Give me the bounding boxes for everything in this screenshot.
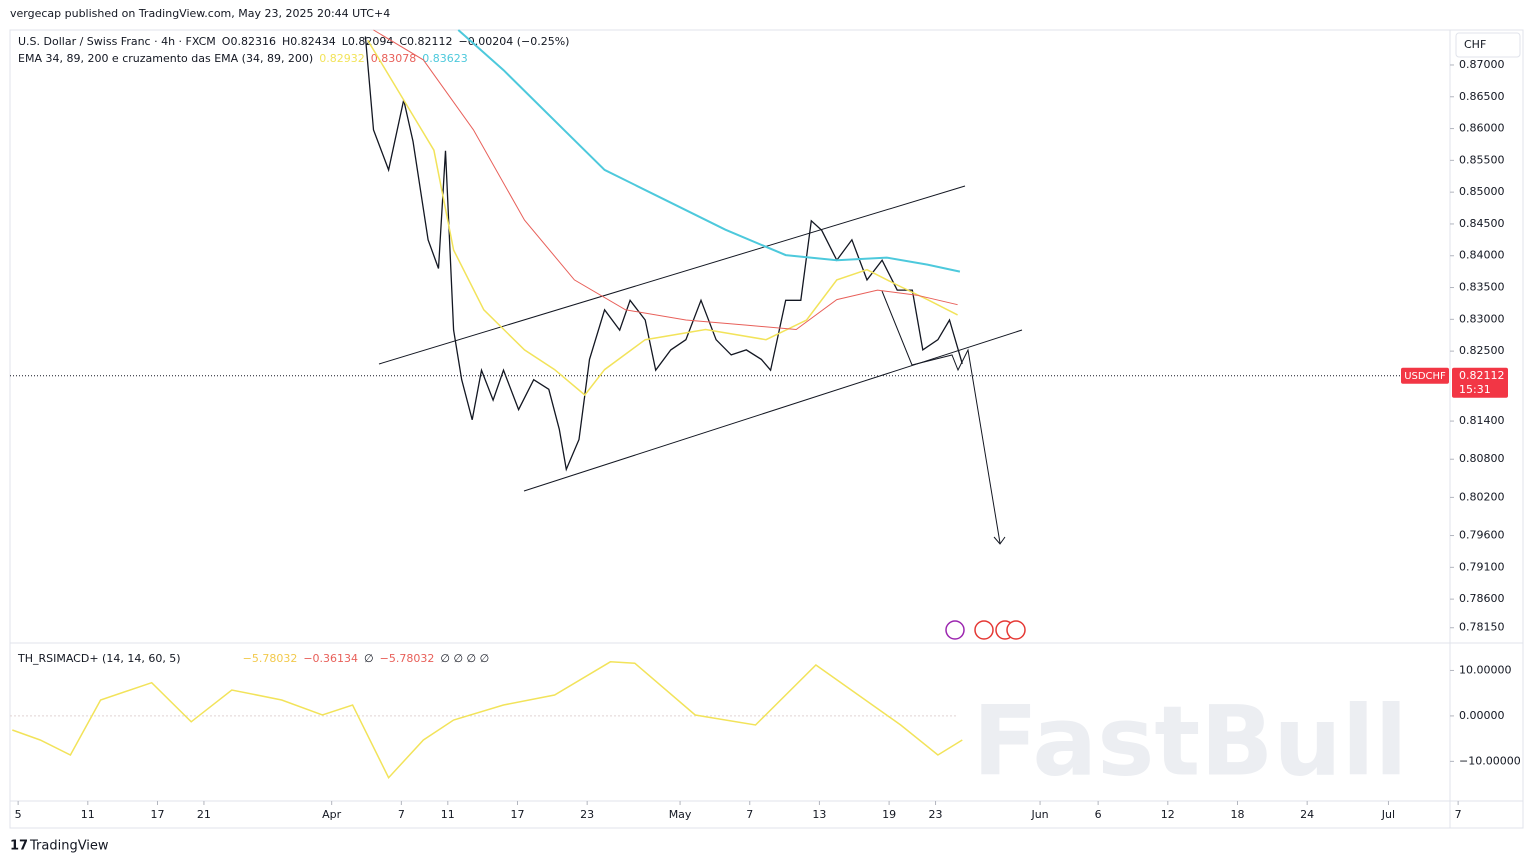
x-tick-label: 21 xyxy=(197,808,211,821)
y-tick-label: 0.79100 xyxy=(1459,560,1505,573)
event-icon[interactable] xyxy=(945,620,965,640)
ema-title: EMA 34, 89, 200 e cruzamento das EMA (34… xyxy=(18,52,313,65)
indicator-name: TH_RSIMACD+ (14, 14, 60, 5) xyxy=(17,652,181,665)
x-tick-label: 24 xyxy=(1300,808,1314,821)
y-tick-label: 0.83000 xyxy=(1459,312,1505,325)
channel-top xyxy=(378,185,966,365)
y-tick-label: 0.78600 xyxy=(1459,592,1505,605)
open: O0.82316 xyxy=(222,35,276,48)
y-tick-label: 0.80200 xyxy=(1459,490,1505,503)
currency-button[interactable] xyxy=(1455,32,1521,58)
x-tick-label: 18 xyxy=(1230,808,1244,821)
y-tick-label: 0.79600 xyxy=(1459,529,1505,542)
ema-value: 0.82932 xyxy=(319,52,365,65)
ema-value: 0.83623 xyxy=(422,52,468,65)
symbol-tag-label: USDCHF xyxy=(1404,371,1446,382)
x-tick-label: May xyxy=(669,808,692,821)
currency[interactable]: CHF xyxy=(1464,38,1486,51)
channel-bottom xyxy=(523,329,1023,492)
price-tag xyxy=(1452,367,1508,398)
y-tick-label: 0.84500 xyxy=(1459,217,1505,230)
footer-logo: 17 xyxy=(10,839,28,854)
countdown-label: 15:31 xyxy=(1459,383,1491,396)
series-line xyxy=(373,29,958,331)
chart-frame xyxy=(9,29,1524,829)
y-tick-label: 0.78150 xyxy=(1459,621,1505,634)
y-tick-label: 0.85000 xyxy=(1459,185,1505,198)
event-icon[interactable] xyxy=(974,620,994,640)
x-tick-label: Apr xyxy=(322,808,342,821)
y-tick-label: 0.84000 xyxy=(1459,249,1505,262)
y-tick-label: 0.83500 xyxy=(1459,281,1505,294)
price-tag-label: 0.82112 xyxy=(1459,369,1505,382)
indicator-value: −5.78032 xyxy=(243,652,298,665)
y-tick-label: 0.86500 xyxy=(1459,90,1505,103)
series-line xyxy=(457,29,961,273)
x-tick-label: 7 xyxy=(746,808,753,821)
x-tick-label: 19 xyxy=(882,808,896,821)
plot: 0.87000 0.86500 0.86000 0.85500 0.85000 0.845… xyxy=(10,29,1521,821)
ema-legend: EMA 34, 89, 200 e cruzamento das EMA (34… xyxy=(18,52,468,65)
x-tick-label: 23 xyxy=(580,808,594,821)
ema-value: 0.83078 xyxy=(371,52,417,65)
symbol: U.S. Dollar / Swiss Franc · 4h · FXCM xyxy=(18,35,216,48)
indicator-value: −0.36134 xyxy=(303,652,358,665)
footer-brand: TradingView xyxy=(29,839,109,854)
indicator-value: ∅ xyxy=(364,652,374,665)
x-tick-label: 12 xyxy=(1161,808,1175,821)
y-tick-label: 0.81400 xyxy=(1459,414,1505,427)
publisher: vergecap published on TradingView.com, M… xyxy=(10,7,390,20)
event-icon[interactable] xyxy=(1006,620,1026,640)
y-tick-label: 10.00000 xyxy=(1459,663,1512,676)
x-tick-label: 11 xyxy=(81,808,95,821)
y-tick-label: 0.82500 xyxy=(1459,344,1505,357)
x-tick-label: 17 xyxy=(150,808,164,821)
close: C0.82112 xyxy=(399,35,452,48)
series-line xyxy=(364,36,963,472)
projection-arrow xyxy=(881,290,1001,544)
y-tick-label: 0.86000 xyxy=(1459,122,1505,135)
y-tick-label: 0.00000 xyxy=(1459,709,1505,722)
symbol-tag xyxy=(1401,367,1449,384)
x-tick-label: 7 xyxy=(1455,808,1462,821)
y-tick-label: 0.85500 xyxy=(1459,153,1505,166)
x-tick-label: 23 xyxy=(929,808,943,821)
series-line xyxy=(12,661,963,780)
low: L0.82094 xyxy=(342,35,394,48)
indicator-value: −5.78032 xyxy=(380,652,435,665)
y-tick-label: 0.80800 xyxy=(1459,452,1505,465)
arrow-head xyxy=(993,536,1006,545)
high: H0.82434 xyxy=(282,35,336,48)
y-tick-label: 0.87000 xyxy=(1459,58,1505,71)
x-tick-label: 6 xyxy=(1095,808,1102,821)
symbol-legend: U.S. Dollar / Swiss Franc · 4h · FXCM O0.… xyxy=(18,35,569,48)
y-tick-label: −10.00000 xyxy=(1459,754,1521,767)
x-tick-label: 11 xyxy=(441,808,455,821)
watermark: FastBull xyxy=(972,685,1407,797)
indicator-legend: TH_RSIMACD+ (14, 14, 60, 5) −5.78032 −0.36… xyxy=(17,652,489,665)
x-tick-label: 5 xyxy=(15,808,22,821)
x-tick-label: Jul xyxy=(1381,808,1395,821)
x-tick-label: 7 xyxy=(398,808,405,821)
indicator-value: ∅ ∅ ∅ ∅ xyxy=(440,652,489,665)
series-line xyxy=(367,39,958,397)
change: −0.00204 (−0.25%) xyxy=(459,35,570,48)
x-tick-label: 13 xyxy=(812,808,826,821)
x-tick-label: Jun xyxy=(1030,808,1048,821)
x-tick-label: 17 xyxy=(510,808,524,821)
